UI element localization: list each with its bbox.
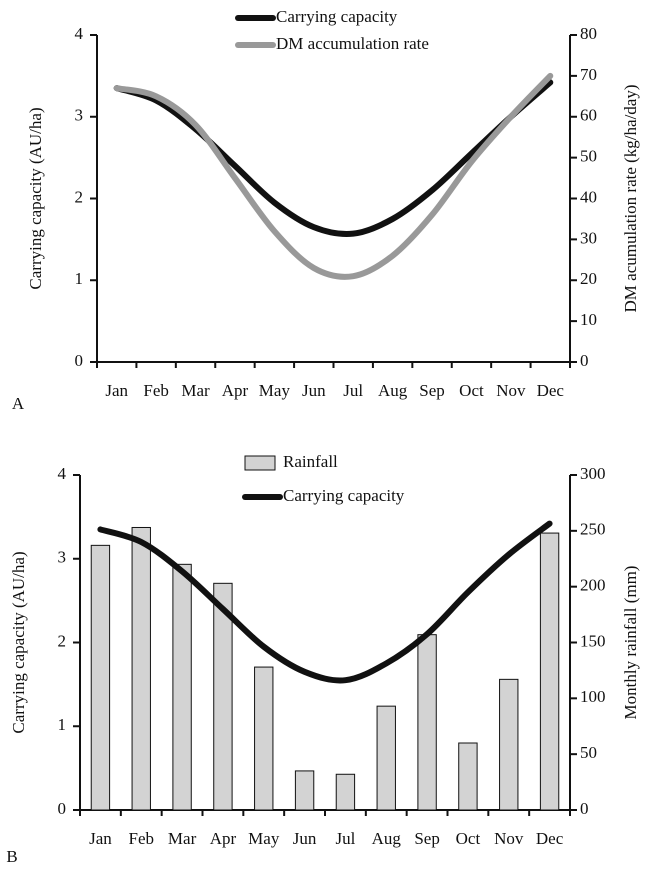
bar	[458, 742, 478, 811]
x-tick-label: Dec	[536, 829, 564, 848]
bar	[131, 526, 151, 811]
x-tick-label: Jul	[343, 381, 363, 400]
x-tick-label: Sep	[414, 829, 440, 848]
y2-axis-label: DM acumulation rate (kg/ha/day)	[621, 84, 640, 312]
bar	[213, 582, 233, 811]
x-tick-label: May	[248, 829, 280, 848]
y-tick-label: 1	[58, 715, 67, 734]
line	[113, 72, 554, 280]
line	[113, 79, 554, 237]
x-tick-label: Jan	[105, 381, 128, 400]
x-tick-label: Sep	[419, 381, 445, 400]
bar	[499, 678, 519, 811]
x-tick-label: Aug	[378, 381, 408, 400]
y2-tick-label: 30	[580, 228, 597, 247]
x-tick-label: Oct	[459, 381, 484, 400]
y-axis-label: Carrying capacity (AU/ha)	[26, 107, 45, 289]
bar	[172, 563, 192, 811]
y-tick-label: 3	[75, 106, 84, 125]
y2-tick-label: 200	[580, 576, 606, 595]
y-tick-label: 2	[58, 631, 67, 650]
y2-tick-label: 0	[580, 799, 589, 818]
panel-label: B	[6, 847, 17, 866]
y-tick-label: 1	[75, 269, 84, 288]
x-tick-label: Jul	[335, 829, 355, 848]
y2-tick-label: 60	[580, 106, 597, 125]
bar	[335, 773, 356, 811]
y-axis-label: Carrying capacity (AU/ha)	[9, 551, 28, 733]
legend-label: Carrying capacity	[283, 486, 405, 505]
x-tick-label: Feb	[143, 381, 169, 400]
x-tick-label: Jan	[89, 829, 112, 848]
x-tick-label: Oct	[456, 829, 481, 848]
legend-label: DM accumulation rate	[276, 34, 429, 53]
x-tick-label: May	[259, 381, 291, 400]
y2-tick-label: 70	[580, 65, 597, 84]
y2-tick-label: 300	[580, 464, 606, 483]
y2-tick-label: 250	[580, 520, 606, 539]
x-tick-label: Jun	[293, 829, 317, 848]
x-tick-label: Feb	[129, 829, 155, 848]
legend-label: Carrying capacity	[276, 7, 398, 26]
panel-label: A	[12, 394, 25, 413]
y2-tick-label: 10	[580, 310, 597, 329]
x-tick-label: Mar	[168, 829, 197, 848]
y2-tick-label: 150	[580, 631, 606, 650]
y2-tick-label: 50	[580, 147, 597, 166]
bar	[376, 705, 396, 811]
y2-axis-label: Monthly rainfall (mm)	[621, 566, 640, 720]
line	[97, 520, 553, 684]
x-tick-label: Aug	[372, 829, 402, 848]
y-tick-label: 0	[58, 799, 67, 818]
legend-label: Rainfall	[283, 452, 338, 471]
x-tick-label: Jun	[302, 381, 326, 400]
y2-tick-label: 40	[580, 187, 597, 206]
y-tick-label: 3	[58, 548, 67, 567]
y2-tick-label: 0	[580, 351, 589, 370]
bar	[254, 666, 274, 811]
bar	[90, 544, 111, 811]
y2-tick-label: 50	[580, 743, 597, 762]
y-tick-label: 4	[58, 464, 67, 483]
y-tick-label: 2	[75, 187, 84, 206]
x-tick-label: Mar	[181, 381, 210, 400]
y2-tick-label: 100	[580, 687, 606, 706]
x-tick-label: Apr	[210, 829, 237, 848]
bar	[417, 634, 437, 811]
bar	[294, 770, 315, 811]
bar	[539, 532, 560, 811]
x-tick-label: Dec	[537, 381, 565, 400]
y-tick-label: 0	[75, 351, 84, 370]
legend-swatch	[244, 455, 276, 471]
x-tick-label: Nov	[494, 829, 524, 848]
x-tick-label: Nov	[496, 381, 526, 400]
y-tick-label: 4	[75, 24, 84, 43]
x-tick-label: Apr	[222, 381, 249, 400]
y2-tick-label: 20	[580, 269, 597, 288]
y2-tick-label: 80	[580, 24, 597, 43]
